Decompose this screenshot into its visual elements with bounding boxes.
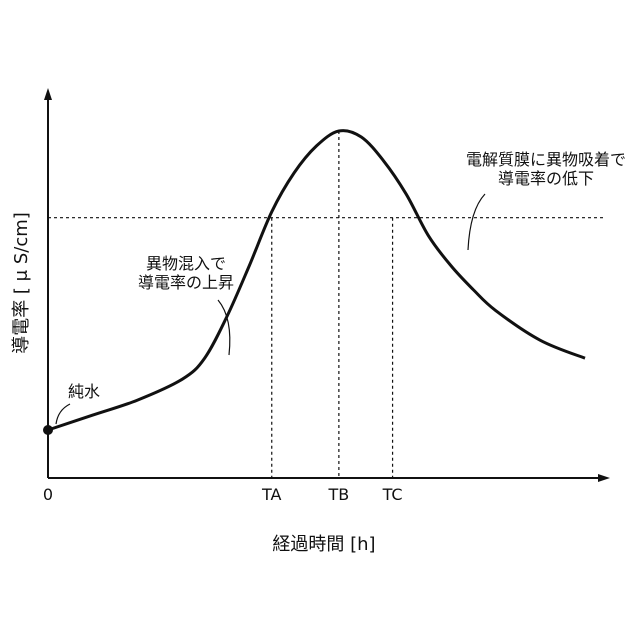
- x-tick-ta: TA: [261, 485, 282, 504]
- x-tick-tc: TC: [382, 485, 403, 504]
- annotation-fall-line1: 電解質膜に異物吸着で: [466, 150, 626, 169]
- x-tick-0: 0: [43, 485, 53, 504]
- annotation-rise-line2: 導電率の上昇: [138, 273, 234, 292]
- start-point: [43, 425, 53, 435]
- leader-pure-water: [56, 404, 70, 424]
- x-axis-label: 経過時間 [h]: [272, 534, 375, 555]
- y-axis-label: 導電率 [ μ S/cm]: [11, 212, 32, 354]
- x-tick-tb: TB: [328, 485, 350, 504]
- y-axis-arrow: [44, 88, 52, 100]
- leader-rise: [218, 300, 230, 355]
- leader-fall: [468, 194, 485, 250]
- annotation-pure-water: 純水: [68, 382, 100, 401]
- annotation-rise-line1: 異物混入で: [146, 254, 226, 273]
- x-axis-arrow: [598, 474, 610, 482]
- annotation-fall-line2: 導電率の低下: [498, 169, 594, 188]
